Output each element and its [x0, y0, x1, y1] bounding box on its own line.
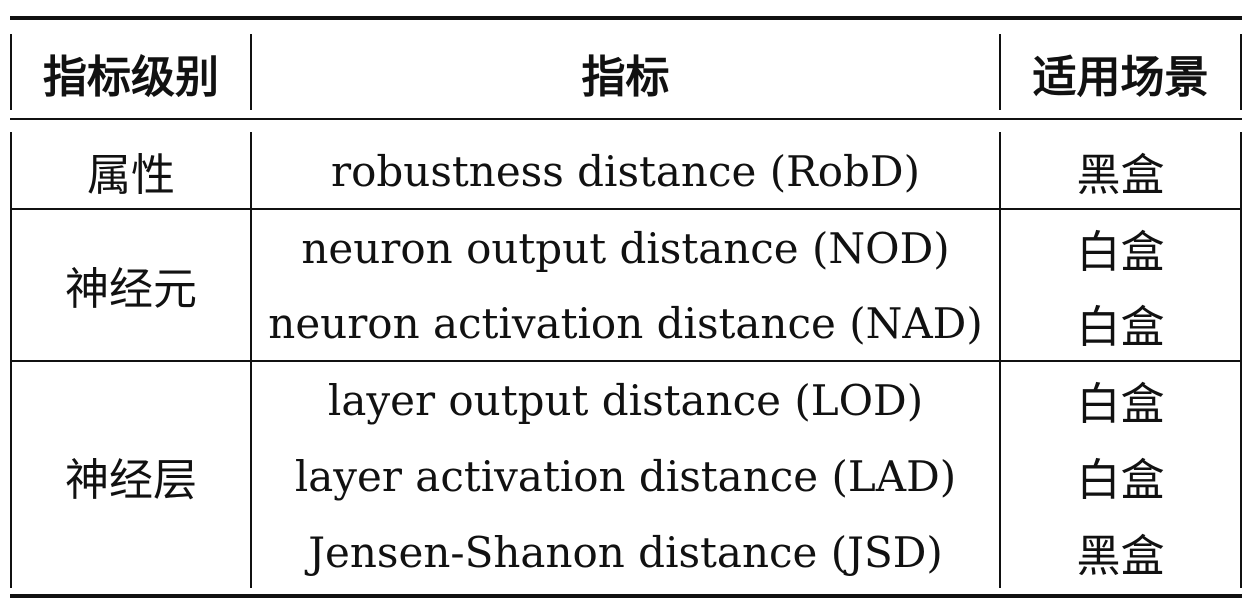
table-header-rule	[10, 118, 1242, 120]
column-border	[1240, 34, 1242, 110]
metric-cell: layer output distance (LOD)	[327, 375, 924, 425]
table-top-rule	[10, 16, 1242, 20]
metric-cell: Jensen-Shanon distance (JSD)	[308, 527, 943, 577]
column-border	[1240, 132, 1242, 588]
metric-cell: layer activation distance (LAD)	[294, 451, 957, 501]
column-border	[10, 34, 12, 110]
level-cell-attribute: 属性	[87, 150, 175, 201]
metric-cell: neuron activation distance (NAD)	[268, 298, 983, 348]
scenario-cell: 白盒	[1076, 379, 1165, 430]
group-separator	[10, 208, 1242, 210]
group-separator	[10, 360, 1242, 362]
scenario-cell: 白盒	[1076, 302, 1165, 353]
header-scenario: 适用场景	[1032, 52, 1209, 103]
scenario-cell: 黑盒	[1076, 531, 1165, 582]
scenario-cell: 白盒	[1076, 455, 1165, 506]
table-bottom-rule	[10, 594, 1242, 598]
column-border	[999, 34, 1001, 110]
header-level: 指标级别	[43, 52, 219, 103]
scenario-cell: 黑盒	[1076, 150, 1165, 201]
column-border	[10, 132, 12, 588]
column-border	[250, 132, 252, 588]
level-cell-layer: 神经层	[65, 455, 197, 506]
metric-cell: robustness distance (RobD)	[331, 146, 920, 196]
column-border	[250, 34, 252, 110]
scenario-cell: 白盒	[1076, 227, 1165, 278]
metric-cell: neuron output distance (NOD)	[301, 223, 950, 273]
level-cell-neuron: 神经元	[65, 264, 197, 315]
header-metric: 指标	[581, 52, 670, 103]
column-border	[999, 132, 1001, 588]
